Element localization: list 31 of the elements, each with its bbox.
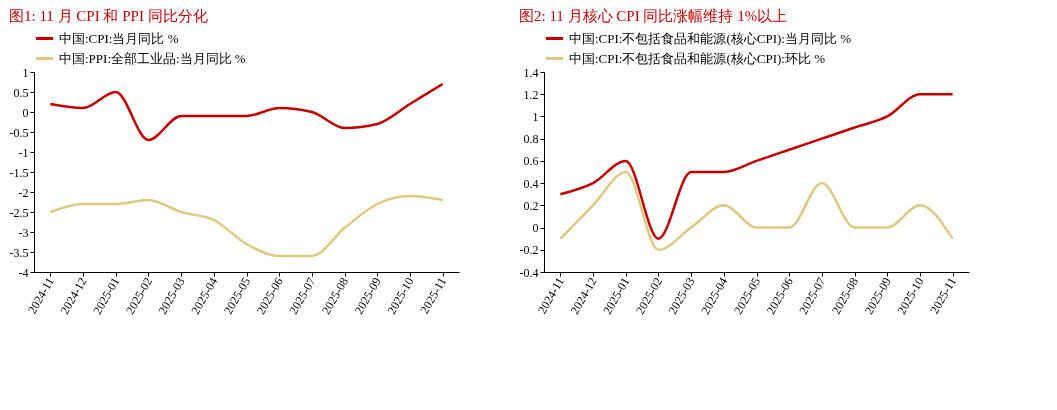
line-series xyxy=(49,82,444,142)
line-series xyxy=(559,170,954,252)
y-tick-label: -2.5 xyxy=(9,205,29,220)
y-tick-label: 1 xyxy=(22,65,29,80)
y-tick-label: 0 xyxy=(532,221,539,236)
y-tick-label: -4 xyxy=(18,265,29,280)
y-tick-label: 0.5 xyxy=(13,85,29,100)
y-tick-label: 1.2 xyxy=(523,87,539,102)
y-tick-label: -1 xyxy=(18,145,29,160)
line-series xyxy=(559,92,954,240)
legend-label: 中国:PPI:全部工业品:当月同比 % xyxy=(59,50,246,66)
y-tick-label: 0.4 xyxy=(523,176,539,191)
chart-title: 图1: 11 月 CPI 和 PPI 同比分化 xyxy=(9,8,208,24)
legend-label: 中国:CPI:不包括食品和能源(核心CPI):当月同比 % xyxy=(569,30,852,46)
line-series xyxy=(49,194,444,258)
legend-label: 中国:CPI:当月同比 % xyxy=(59,30,179,46)
y-tick-label: -0.2 xyxy=(519,243,539,258)
y-tick-label: 1.4 xyxy=(523,65,539,80)
y-tick-label: 0.6 xyxy=(523,154,539,169)
y-tick-label: -3.5 xyxy=(9,245,29,260)
y-tick-label: 0.2 xyxy=(523,198,539,213)
y-tick-label: -0.5 xyxy=(9,125,29,140)
legend-label: 中国:CPI:不包括食品和能源(核心CPI):环比 % xyxy=(569,50,826,66)
y-tick-label: -2 xyxy=(18,185,29,200)
y-tick-label: 0 xyxy=(22,105,29,120)
y-tick-label: -3 xyxy=(18,225,29,240)
y-tick-label: -1.5 xyxy=(9,165,29,180)
y-tick-label: -0.4 xyxy=(519,265,539,280)
y-tick-label: 1 xyxy=(532,109,539,124)
chart-title: 图2: 11 月核心 CPI 同比涨幅维持 1%以上 xyxy=(519,8,788,24)
y-tick-label: 0.8 xyxy=(523,132,539,147)
